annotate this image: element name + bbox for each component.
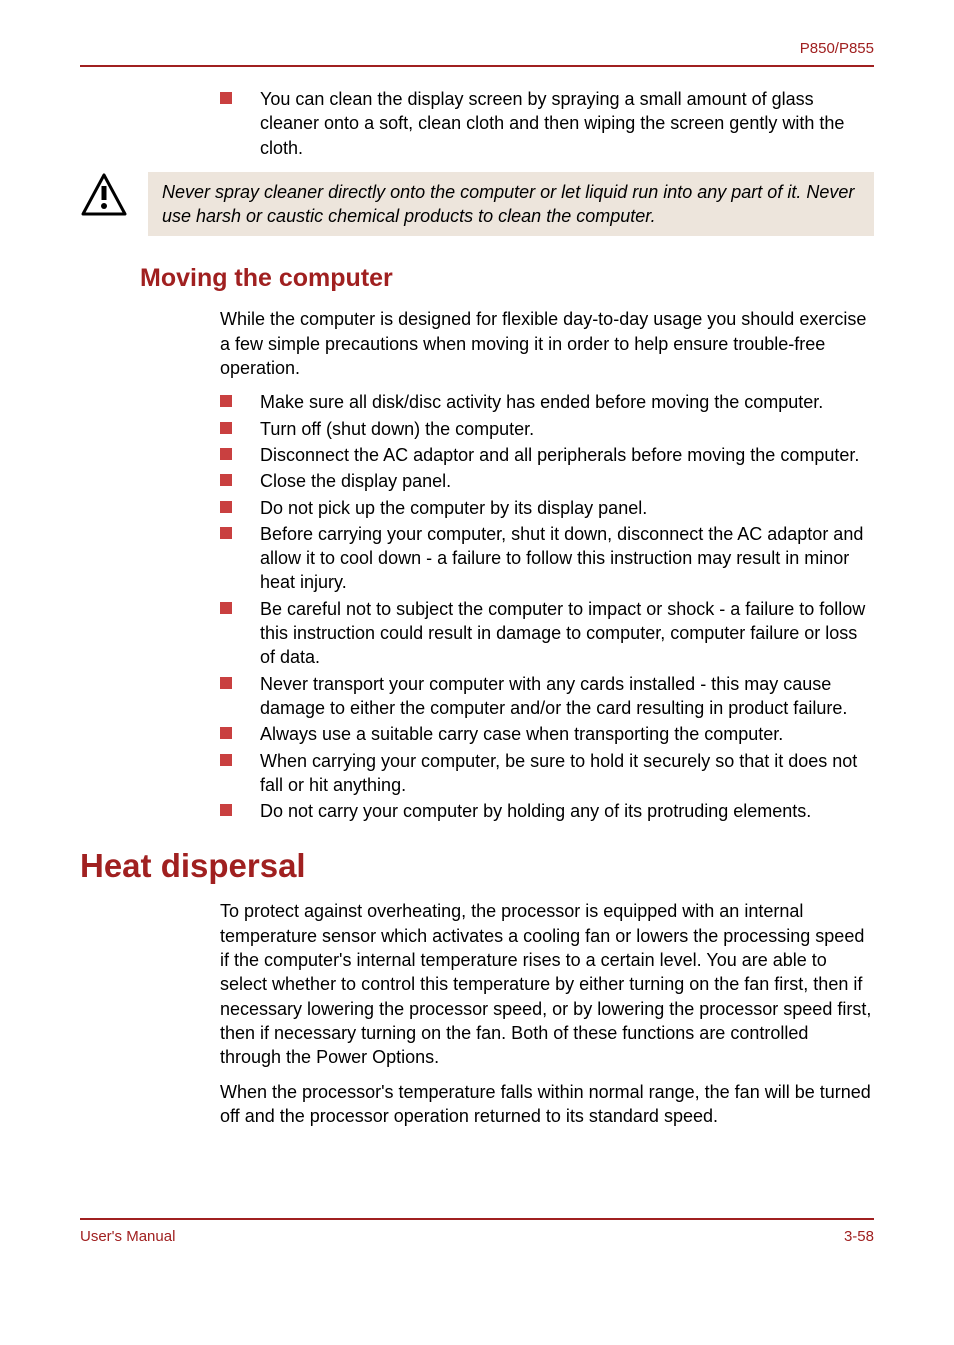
moving-intro-paragraph: While the computer is designed for flexi… [220, 307, 874, 380]
section-heat-title: Heat dispersal [80, 847, 874, 885]
bullet-text: Close the display panel. [260, 469, 451, 493]
bullet-text: Do not carry your computer by holding an… [260, 799, 811, 823]
bullet-text: Make sure all disk/disc activity has end… [260, 390, 823, 414]
list-item: Before carrying your computer, shut it d… [220, 522, 874, 595]
warning-triangle-icon [80, 172, 128, 220]
bullet-icon [220, 602, 232, 614]
list-item: Close the display panel. [220, 469, 874, 493]
heat-paragraph-1: To protect against overheating, the proc… [220, 899, 874, 1069]
bullet-text: Do not pick up the computer by its displ… [260, 496, 647, 520]
bullet-icon [220, 422, 232, 434]
list-item: Never transport your computer with any c… [220, 672, 874, 721]
bullet-text: Always use a suitable carry case when tr… [260, 722, 783, 746]
bullet-text: Never transport your computer with any c… [260, 672, 874, 721]
header-model: P850/P855 [80, 40, 874, 65]
warning-text: Never spray cleaner directly onto the co… [148, 172, 874, 237]
bullet-icon [220, 448, 232, 460]
list-item: Be careful not to subject the computer t… [220, 597, 874, 670]
heat-paragraph-2: When the processor's temperature falls w… [220, 1080, 874, 1129]
list-item: Always use a suitable carry case when tr… [220, 722, 874, 746]
section-moving-title: Moving the computer [140, 264, 874, 293]
bullet-text: When carrying your computer, be sure to … [260, 749, 874, 798]
bullet-icon [220, 395, 232, 407]
list-item: When carrying your computer, be sure to … [220, 749, 874, 798]
bullet-icon [220, 727, 232, 739]
bullet-text: Before carrying your computer, shut it d… [260, 522, 874, 595]
bullet-icon [220, 501, 232, 513]
list-item: Disconnect the AC adaptor and all periph… [220, 443, 874, 467]
intro-bullet-row: You can clean the display screen by spra… [220, 87, 874, 160]
bullet-icon [220, 474, 232, 486]
bullet-icon [220, 527, 232, 539]
list-item: Do not pick up the computer by its displ… [220, 496, 874, 520]
bullet-icon [220, 677, 232, 689]
bullet-icon [220, 804, 232, 816]
bullet-text: Turn off (shut down) the computer. [260, 417, 534, 441]
warning-callout: Never spray cleaner directly onto the co… [80, 172, 874, 237]
bullet-icon [220, 754, 232, 766]
list-item: Turn off (shut down) the computer. [220, 417, 874, 441]
bullet-text: Disconnect the AC adaptor and all periph… [260, 443, 859, 467]
intro-bullet-text: You can clean the display screen by spra… [260, 87, 874, 160]
bullet-text: Be careful not to subject the computer t… [260, 597, 874, 670]
list-item: Do not carry your computer by holding an… [220, 799, 874, 823]
bullet-icon [220, 92, 232, 104]
list-item: Make sure all disk/disc activity has end… [220, 390, 874, 414]
footer-right: 3-58 [844, 1228, 874, 1245]
header-rule [80, 65, 874, 67]
footer-left: User's Manual [80, 1228, 175, 1245]
page-footer: User's Manual 3-58 [80, 1218, 874, 1245]
moving-bullet-list: Make sure all disk/disc activity has end… [220, 390, 874, 823]
